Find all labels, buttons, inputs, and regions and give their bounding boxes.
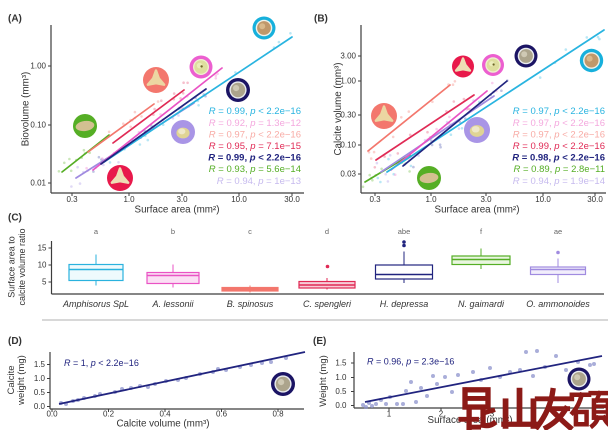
svg-text:1.00: 1.00 bbox=[30, 62, 46, 71]
svg-text:2: 2 bbox=[439, 410, 444, 419]
svg-text:O. ammonoides: O. ammonoides bbox=[526, 299, 590, 309]
svg-text:10.0: 10.0 bbox=[535, 195, 551, 204]
svg-text:0.0: 0.0 bbox=[46, 410, 58, 419]
svg-text:R = 0.95, p = 7.1e−15: R = 0.95, p = 7.1e−15 bbox=[209, 141, 301, 152]
svg-text:1.5: 1.5 bbox=[34, 360, 46, 369]
svg-text:1: 1 bbox=[387, 410, 392, 419]
svg-text:R = 0.92, p = 1.3e−12: R = 0.92, p = 1.3e−12 bbox=[209, 118, 301, 129]
svg-text:3: 3 bbox=[490, 410, 495, 419]
svg-text:(A): (A) bbox=[8, 14, 22, 25]
svg-text:1.0: 1.0 bbox=[123, 195, 135, 204]
svg-text:Surface area (mm²): Surface area (mm²) bbox=[135, 205, 220, 216]
svg-text:R = 0.96, p = 2.3e−16: R = 0.96, p = 2.3e−16 bbox=[367, 357, 454, 367]
svg-text:10: 10 bbox=[38, 261, 47, 270]
svg-text:R = 0.94, p = 1e−13: R = 0.94, p = 1e−13 bbox=[217, 176, 301, 187]
svg-text:5: 5 bbox=[42, 278, 47, 287]
svg-text:0.10: 0.10 bbox=[30, 121, 46, 130]
svg-text:B. spinosus: B. spinosus bbox=[227, 299, 274, 309]
svg-text:abe: abe bbox=[398, 227, 411, 236]
svg-text:(B): (B) bbox=[314, 14, 328, 25]
svg-text:(C): (C) bbox=[8, 213, 22, 224]
svg-text:Calcite volume (mm³): Calcite volume (mm³) bbox=[333, 62, 344, 155]
svg-text:R = 0.99, p < 2.2e−16: R = 0.99, p < 2.2e−16 bbox=[208, 153, 301, 164]
svg-text:R = 0.89, p = 2.8e−11: R = 0.89, p = 2.8e−11 bbox=[513, 164, 605, 175]
svg-text:calcite volume ratio: calcite volume ratio bbox=[17, 228, 27, 305]
svg-text:Calcite volume (mm³): Calcite volume (mm³) bbox=[116, 419, 209, 430]
svg-text:H. depressa: H. depressa bbox=[380, 299, 429, 309]
svg-text:Calcite: Calcite bbox=[6, 365, 17, 394]
svg-text:a: a bbox=[94, 227, 99, 236]
svg-text:30.0: 30.0 bbox=[284, 195, 300, 204]
svg-text:0.3: 0.3 bbox=[369, 195, 381, 204]
svg-text:1.00: 1.00 bbox=[340, 77, 356, 86]
svg-text:R = 0.94, p = 1.9e−14: R = 0.94, p = 1.9e−14 bbox=[513, 176, 605, 187]
svg-text:1.5: 1.5 bbox=[335, 359, 347, 368]
svg-text:15: 15 bbox=[38, 244, 47, 253]
svg-text:C. spengleri: C. spengleri bbox=[303, 299, 352, 309]
svg-text:30.0: 30.0 bbox=[587, 195, 603, 204]
svg-text:0.0: 0.0 bbox=[335, 401, 347, 410]
svg-text:Amphisorus SpL: Amphisorus SpL bbox=[62, 299, 129, 309]
svg-text:R = 0.98, p < 2.2e−16: R = 0.98, p < 2.2e−16 bbox=[512, 153, 605, 164]
svg-text:(E): (E) bbox=[313, 336, 326, 347]
svg-text:R = 0.97, p < 2.2e−16: R = 0.97, p < 2.2e−16 bbox=[513, 106, 605, 117]
svg-text:N. gaimardi: N. gaimardi bbox=[458, 299, 505, 309]
svg-text:0.0: 0.0 bbox=[34, 402, 46, 411]
svg-text:R = 0.97, p < 2.2e−16: R = 0.97, p < 2.2e−16 bbox=[513, 118, 605, 129]
svg-text:R = 0.99, p < 2.2e−16: R = 0.99, p < 2.2e−16 bbox=[513, 141, 605, 152]
svg-text:R = 0.99, p < 2.2e−16: R = 0.99, p < 2.2e−16 bbox=[209, 106, 301, 117]
svg-text:Surface area to: Surface area to bbox=[7, 236, 17, 298]
svg-text:0.01: 0.01 bbox=[30, 179, 46, 188]
svg-text:1.0: 1.0 bbox=[425, 195, 437, 204]
svg-text:3.0: 3.0 bbox=[176, 195, 188, 204]
svg-text:d: d bbox=[325, 227, 329, 236]
svg-text:0.6: 0.6 bbox=[216, 410, 228, 419]
svg-text:weight (mg): weight (mg) bbox=[16, 355, 27, 406]
svg-text:1.0: 1.0 bbox=[34, 374, 46, 383]
svg-text:0.30: 0.30 bbox=[340, 111, 356, 120]
svg-text:0.8: 0.8 bbox=[272, 410, 284, 419]
svg-text:0.5: 0.5 bbox=[34, 388, 46, 397]
svg-text:0.5: 0.5 bbox=[335, 387, 347, 396]
svg-text:R = 1, p < 2.2e−16: R = 1, p < 2.2e−16 bbox=[64, 358, 139, 368]
svg-text:c: c bbox=[248, 227, 252, 236]
svg-text:0.4: 0.4 bbox=[159, 410, 171, 419]
svg-text:A. lessonii: A. lessonii bbox=[151, 299, 194, 309]
svg-text:0.3: 0.3 bbox=[66, 195, 78, 204]
svg-text:3.00: 3.00 bbox=[340, 52, 356, 61]
svg-text:(D): (D) bbox=[8, 336, 22, 347]
svg-text:0.03: 0.03 bbox=[340, 170, 356, 179]
svg-text:Surface area (mm²): Surface area (mm²) bbox=[435, 205, 520, 216]
svg-text:Weight (mg): Weight (mg) bbox=[318, 355, 329, 407]
svg-text:R = 0.93, p = 5.6e−14: R = 0.93, p = 5.6e−14 bbox=[209, 164, 301, 175]
svg-text:ae: ae bbox=[554, 227, 562, 236]
svg-text:R = 0.97, p < 2.2e−16: R = 0.97, p < 2.2e−16 bbox=[513, 129, 605, 140]
svg-text:b: b bbox=[171, 227, 175, 236]
svg-text:1.0: 1.0 bbox=[335, 373, 347, 382]
svg-text:Biovolume (mm³): Biovolume (mm³) bbox=[21, 72, 32, 147]
svg-text:f: f bbox=[480, 227, 483, 236]
svg-text:0.10: 0.10 bbox=[340, 141, 356, 150]
svg-text:R = 0.97, p < 2.2e−16: R = 0.97, p < 2.2e−16 bbox=[209, 129, 301, 140]
svg-text:3.0: 3.0 bbox=[480, 195, 492, 204]
svg-text:10.0: 10.0 bbox=[231, 195, 247, 204]
svg-text:0.2: 0.2 bbox=[103, 410, 115, 419]
